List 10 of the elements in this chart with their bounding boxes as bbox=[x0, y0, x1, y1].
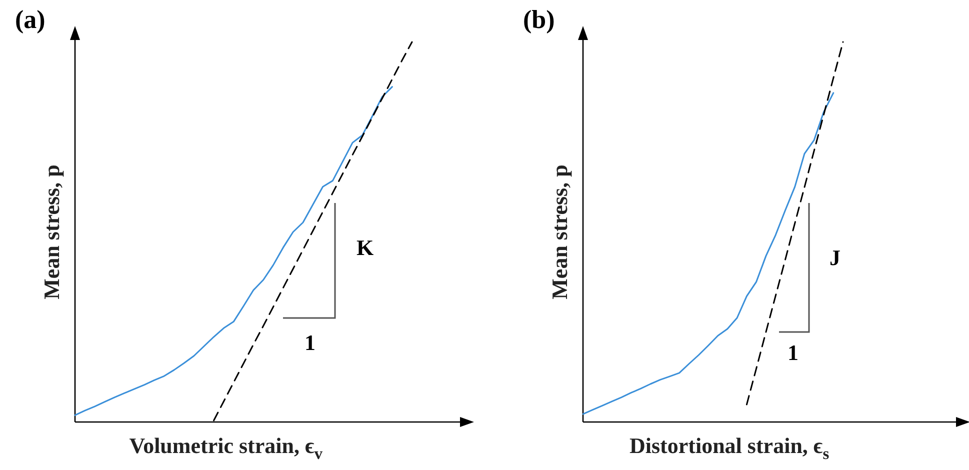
annotation: K bbox=[356, 235, 374, 260]
annotation: 1 bbox=[788, 340, 798, 365]
annotation: 1 bbox=[304, 330, 316, 355]
y-axis-title: Mean stress, p bbox=[39, 164, 64, 300]
x-axis-title: Volumetric strain, ϵ$_{v}$ bbox=[129, 433, 324, 463]
y-axis-title: Mean stress, p bbox=[547, 164, 572, 300]
x-axis-title: Distortional strain, ϵ$_{s}$ bbox=[629, 433, 830, 463]
annotation: J bbox=[830, 245, 840, 270]
chart-title: (a) bbox=[15, 5, 46, 34]
chart-title: (b) bbox=[523, 5, 555, 34]
